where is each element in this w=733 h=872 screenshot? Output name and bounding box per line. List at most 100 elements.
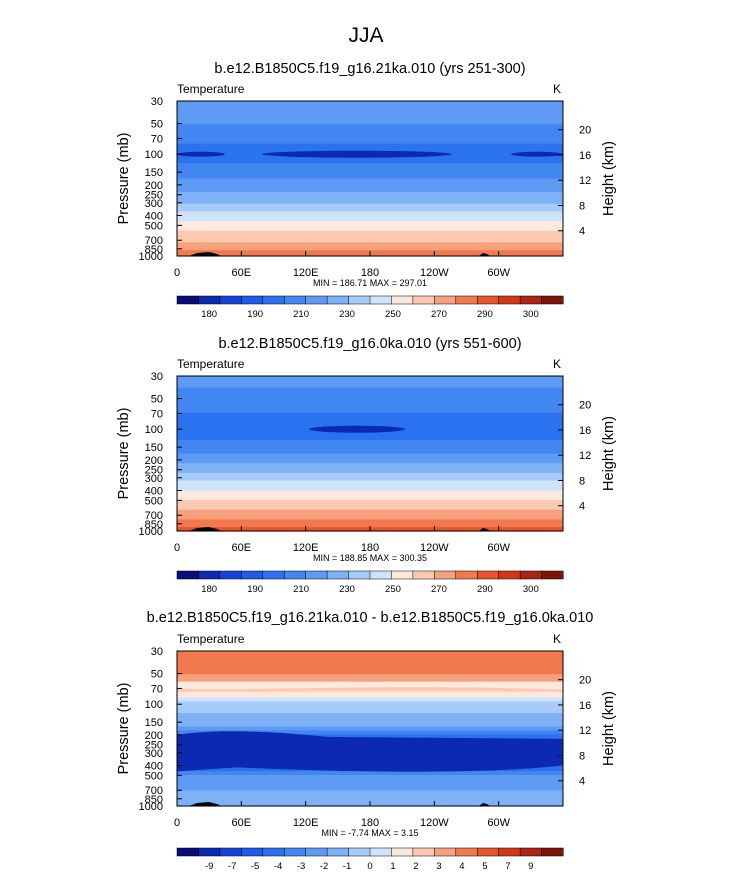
contour-band [177,130,563,133]
contour-band [177,112,563,116]
y-tick-label: 150 [145,442,163,454]
figure-title: JJA [348,24,383,47]
contour-band [177,699,563,702]
contour-band [177,213,563,216]
contour-band [177,680,563,683]
contour-band [177,168,563,172]
contour-band [177,472,563,476]
contour-band [177,718,563,722]
y-tick-label: 100 [145,699,163,711]
x-tick-label: 120W [420,542,449,554]
contour-band [177,201,563,205]
x-tick-label: 60E [232,817,252,829]
contour-band [177,104,563,108]
contour-band [177,728,563,732]
contour-band [177,707,563,710]
colorbar-label: 290 [477,584,493,595]
colorbar-swatch [541,570,564,580]
contour-band [177,511,563,515]
contour-band [177,792,563,795]
contour-band [177,691,563,695]
colorbar-swatch [241,570,264,580]
contour-band [177,405,563,408]
contour-band [177,219,563,222]
y-tick-label: 1000 [139,526,163,538]
contour-band [177,517,563,520]
contour-band [177,137,563,141]
colorbar-label: 4 [459,861,464,872]
contour-band [177,420,563,424]
contour-band [177,248,563,251]
contour-band [177,658,563,662]
y2-tick-label: 20 [579,675,591,687]
colorbar-label: 190 [247,584,263,595]
contour-band [177,422,563,426]
colorbar-swatch [283,570,307,580]
contour-band [177,465,563,468]
contour-band [177,226,563,230]
contour-band [177,496,563,499]
contour-band [177,176,563,180]
contour-band [177,467,563,470]
colorbar-swatch [541,295,564,305]
contour-band [177,215,563,218]
contour-band [177,519,563,522]
contour-band [177,126,563,129]
contour-band [177,478,563,482]
contour-band [177,732,563,735]
contour-band [177,695,563,699]
colorbar-label: 250 [385,309,401,320]
variable-label: Temperature [177,82,245,96]
y-tick-label: 300 [145,198,163,210]
colorbar-swatch [176,847,199,857]
contour-band [177,122,563,125]
y-tick-label: 30 [151,96,163,108]
y-tick-label: 200 [145,455,163,467]
min-max-stats: MIN = 186.71 MAX = 297.01 [313,278,427,288]
contour-band [177,190,563,193]
contour-band [177,230,563,234]
contour-band [177,660,563,664]
colorbar-label: -9 [205,861,213,872]
colorbar-swatch [455,847,478,857]
contour-band [177,513,563,517]
contour-band [177,469,563,472]
panel-title: b.e12.B1850C5.f19_g16.21ka.010 - b.e12.B… [147,610,594,626]
min-max-stats: MIN = 188.85 MAX = 300.35 [313,553,427,563]
y2-tick-label: 4 [579,776,585,788]
variable-label: Temperature [177,357,245,371]
colorbar-swatch [348,295,371,305]
contour-band [177,784,563,788]
contour-band [177,654,563,658]
contour-band [177,197,563,201]
contour-band [177,408,563,412]
colorbar-label: 190 [247,309,263,320]
contour-band [177,470,563,474]
y-tick-label: 700 [145,510,163,522]
colorbar-label: 5 [482,861,487,872]
colorbar-swatch [262,847,285,857]
y-tick-label: 400 [145,210,163,222]
contour-band [177,128,563,131]
contour-band [177,143,563,147]
colorbar-label: 180 [201,584,217,595]
contour-band [177,778,563,782]
colorbar-label: -1 [343,861,351,872]
variable-label: Temperature [177,632,245,646]
contour-band [177,118,563,121]
colorbar-label: 3 [436,861,441,872]
colorbar-label: 300 [523,309,539,320]
y-tick-label: 500 [145,770,163,782]
contour-band [177,186,563,189]
x-tick-label: 60E [232,542,252,554]
colorbar: -9 -7 -5 -4 -3 -2 -1 0 1 2 3 4 5 7 9 [176,847,564,872]
x-tick-label: 60E [232,267,252,279]
y2-tick-label: 4 [579,501,585,513]
contour-band [177,776,563,780]
contour-band [177,505,563,509]
contour-band [177,523,563,526]
contour-band [177,668,563,671]
x-tick-label: 180 [361,817,379,829]
colorbar-label: -7 [228,861,236,872]
colorbar-swatch [434,847,457,857]
